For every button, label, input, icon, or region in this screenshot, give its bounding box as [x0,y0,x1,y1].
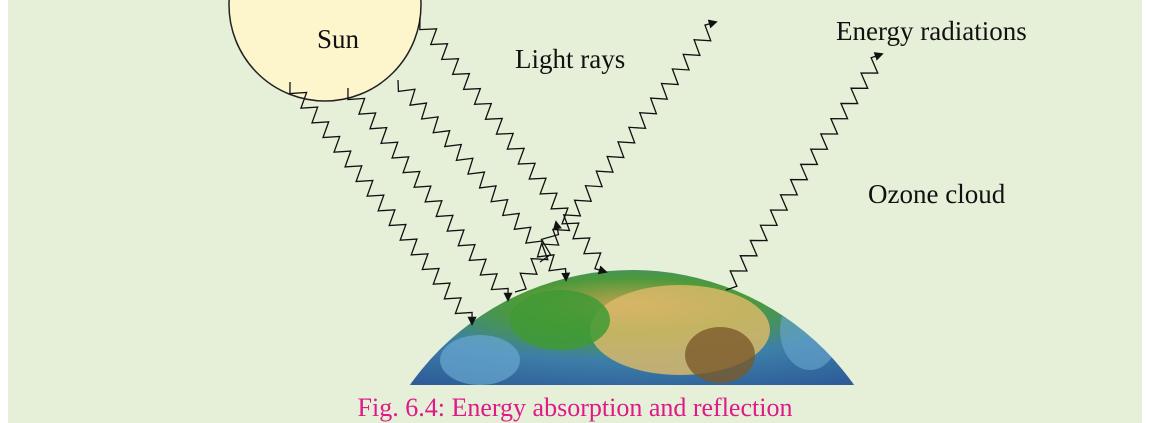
energy-radiations-label: Energy radiations [836,16,1027,46]
ray [539,220,562,263]
light-rays-label: Light rays [515,44,625,74]
sun-label: Sun [317,24,360,54]
ray [725,52,884,291]
ray [419,17,608,275]
ray [289,81,477,326]
sun [228,0,422,102]
caption: Fig. 6.4: Energy absorption and reflecti… [358,393,793,422]
ray [347,87,513,302]
rays [289,17,884,326]
ozone-cloud-label: Ozone cloud [868,179,1006,209]
